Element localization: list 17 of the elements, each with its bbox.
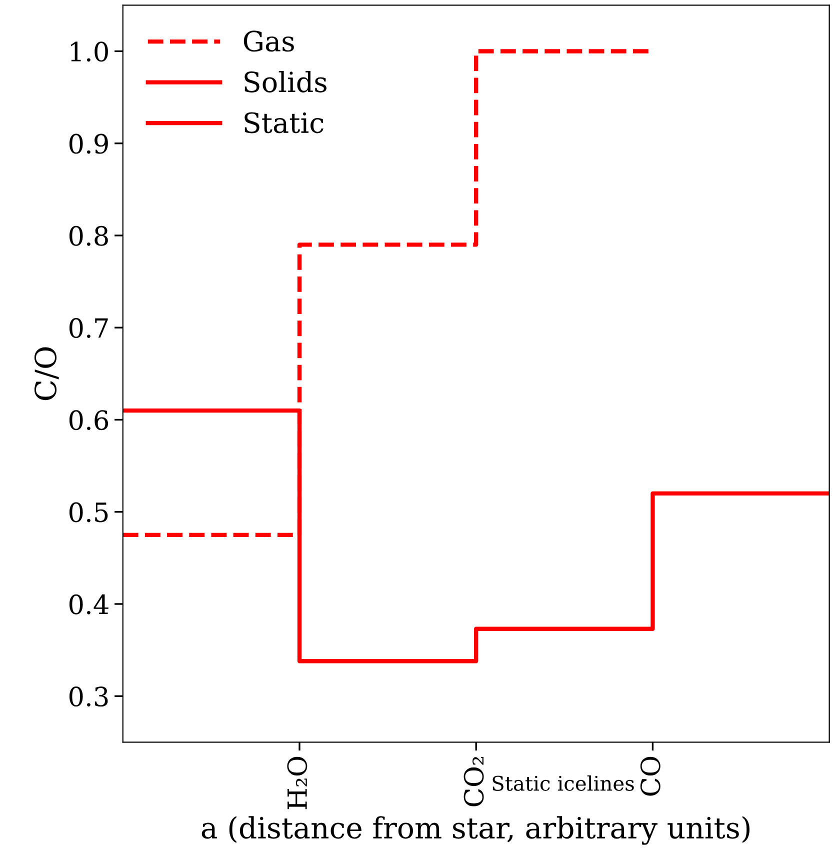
y-tick-label: 0.3 bbox=[69, 686, 108, 707]
legend-label: Gas bbox=[244, 30, 294, 52]
y-tick-label: 0.9 bbox=[69, 134, 108, 154]
x-tick-label: CO bbox=[640, 756, 660, 796]
text: Static icelines bbox=[492, 775, 634, 791]
y-tick-label: 0.5 bbox=[69, 502, 108, 522]
y-tick-label: 0.8 bbox=[69, 226, 108, 246]
y-tick-label: 0.6 bbox=[69, 410, 108, 430]
x-tick-label: CO₂ bbox=[464, 757, 484, 806]
x-tick-label: H₂O bbox=[287, 756, 308, 810]
x-axis-title: a (distance from star, arbitrary units) bbox=[202, 816, 750, 845]
y-tick-label: 0.7 bbox=[69, 318, 108, 338]
y-tick-label: 1.0 bbox=[70, 42, 108, 62]
y-axis-title: C/O bbox=[34, 347, 59, 400]
annotation: Static bbox=[244, 112, 324, 134]
y-tick-label: 0.4 bbox=[69, 594, 108, 614]
legend-label: Solids bbox=[244, 70, 326, 92]
